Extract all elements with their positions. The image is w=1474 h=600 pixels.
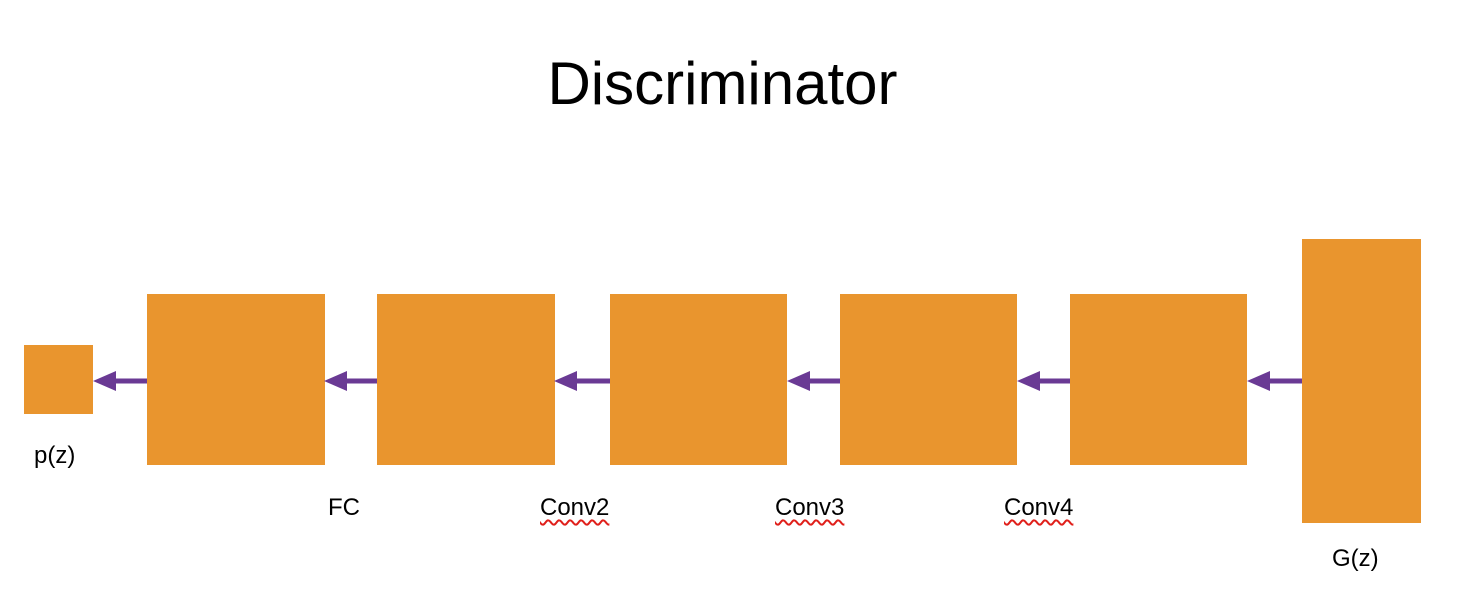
conv4-label: Conv4 [1004,494,1074,521]
conv2-label: Conv2 [540,494,610,521]
diagram-title: Discriminator [547,50,898,117]
arrow-4 [787,371,841,391]
input-label: G(z) [1332,545,1379,572]
conv3-block [610,294,787,465]
conv4-block [840,294,1017,465]
fc-label: FC [328,494,360,521]
output-label: p(z) [34,442,76,469]
arrow-5 [1017,371,1071,391]
input-block [1302,239,1421,523]
output-block [24,345,93,414]
arrow-6 [1247,371,1302,391]
fc-block [147,294,325,465]
first-conv-block [1070,294,1247,465]
conv2-block [377,294,555,465]
arrow-3 [554,371,611,391]
arrow-2 [324,371,378,391]
conv3-label: Conv3 [775,494,845,521]
arrow-1 [93,371,149,391]
